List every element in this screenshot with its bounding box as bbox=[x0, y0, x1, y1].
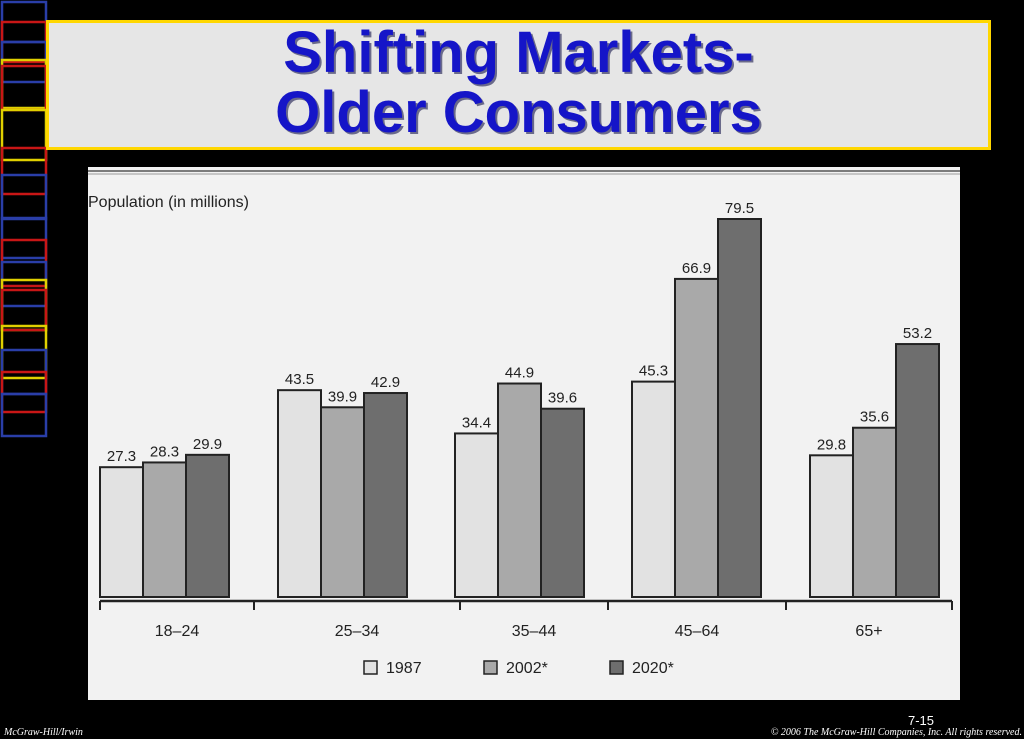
bar-35–44-2020 bbox=[540, 407, 585, 598]
bar-45–64-1987 bbox=[631, 380, 676, 598]
legend: 1987 2002* 2020* bbox=[363, 660, 674, 677]
x-tick-label: 35–44 bbox=[512, 623, 557, 640]
chart-panel: Population (in millions) 27.3 28.3 29.9 43.… bbox=[88, 167, 960, 700]
footer-right: © 2006 The McGraw-Hill Companies, Inc. A… bbox=[770, 727, 1022, 738]
bar-18–24-2020 bbox=[185, 453, 230, 598]
legend-swatch-2020 bbox=[609, 660, 624, 675]
footer-left: McGraw-Hill/Irwin bbox=[4, 727, 83, 738]
legend-label: 1987 bbox=[386, 660, 422, 677]
title-box: Shifting Markets- Older Consumers bbox=[46, 20, 991, 150]
y-axis-label: Population (in millions) bbox=[88, 194, 249, 211]
data-label: 45.3 bbox=[639, 363, 668, 380]
x-tick-label: 65+ bbox=[855, 623, 882, 640]
bar-45–64-2020 bbox=[717, 218, 762, 598]
bar-25–34-2020 bbox=[363, 392, 408, 598]
bar-18–24-2002 bbox=[142, 461, 187, 598]
bar-35–44-2002 bbox=[497, 382, 542, 598]
data-label: 39.9 bbox=[328, 388, 357, 405]
data-label: 29.9 bbox=[193, 436, 222, 453]
data-label: 27.3 bbox=[107, 448, 136, 465]
decorative-squares bbox=[0, 0, 48, 438]
x-axis: 18–24 25–34 35–44 45–64 65+ bbox=[99, 599, 953, 640]
page-number: 7-15 bbox=[908, 713, 935, 728]
data-label: 28.3 bbox=[150, 443, 179, 460]
bar-65+-2002 bbox=[852, 426, 897, 599]
bar-65+-2020 bbox=[895, 343, 940, 598]
bar-18–24-1987 bbox=[99, 466, 144, 598]
data-label: 29.8 bbox=[817, 436, 846, 453]
bar-25–34-1987 bbox=[277, 389, 322, 598]
data-label: 43.5 bbox=[285, 371, 314, 388]
legend-label: 2020* bbox=[632, 660, 674, 677]
bars-layer: 27.3 28.3 29.9 43.5 39.9 42.9 34.4 44.9 39.6 45.3… bbox=[99, 200, 940, 599]
legend-swatch-1987 bbox=[363, 660, 378, 675]
data-label: 53.2 bbox=[903, 325, 932, 342]
data-label: 35.6 bbox=[860, 409, 889, 426]
bar-35–44-1987 bbox=[454, 432, 499, 599]
slide-title-line-1: Shifting Markets- bbox=[283, 20, 754, 85]
bar-25–34-2002 bbox=[320, 406, 365, 598]
data-label: 34.4 bbox=[462, 414, 491, 431]
data-label: 39.6 bbox=[548, 390, 577, 407]
slide-title-line-2: Older Consumers bbox=[275, 80, 762, 145]
data-label: 79.5 bbox=[725, 200, 754, 217]
bar-chart: Population (in millions) 27.3 28.3 29.9 43.… bbox=[88, 170, 960, 677]
x-tick-label: 18–24 bbox=[155, 623, 200, 640]
data-label: 42.9 bbox=[371, 374, 400, 391]
bar-65+-1987 bbox=[809, 454, 854, 599]
data-label: 66.9 bbox=[682, 260, 711, 277]
legend-label: 2002* bbox=[506, 660, 548, 677]
x-tick-label: 25–34 bbox=[335, 623, 380, 640]
data-label: 44.9 bbox=[505, 365, 534, 382]
bar-45–64-2002 bbox=[674, 277, 719, 599]
legend-swatch-2002 bbox=[483, 660, 498, 675]
x-tick-label: 45–64 bbox=[675, 623, 720, 640]
